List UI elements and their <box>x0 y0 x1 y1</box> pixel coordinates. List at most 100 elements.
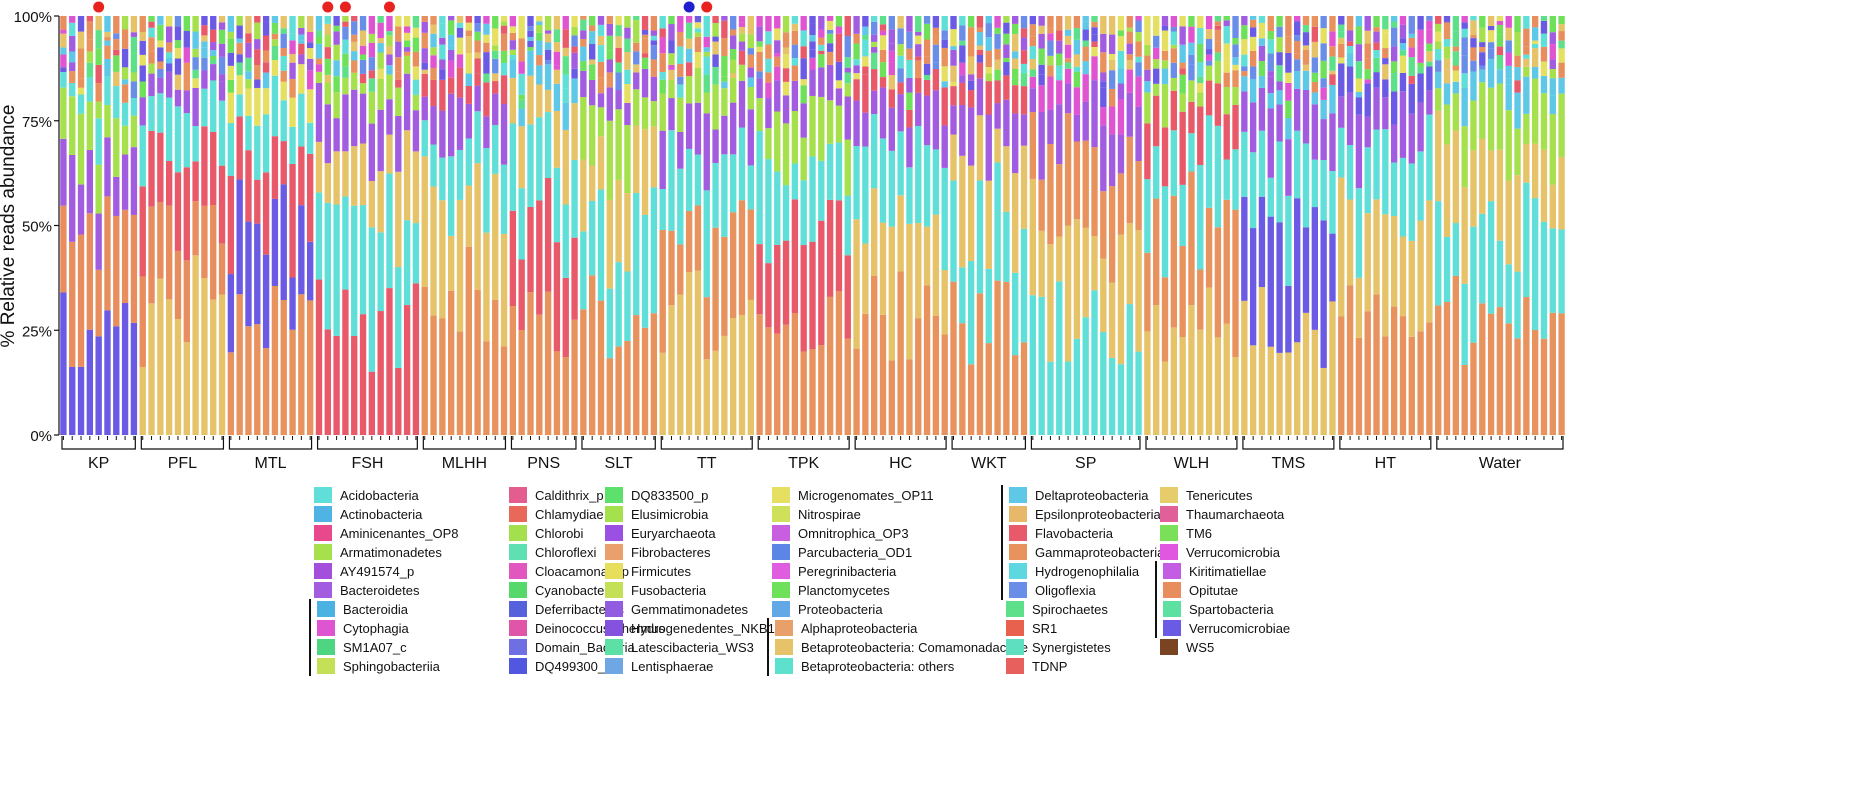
bar-segment-gammaproteobacteria <box>509 306 517 435</box>
legend-swatch <box>509 658 527 674</box>
bar-segment-oligoflexia <box>359 16 367 31</box>
bar-segment-bacteroidetes <box>201 70 208 89</box>
bar-segment-flavobacteria <box>976 49 984 55</box>
bar-segment-verrucomicrobiae <box>104 310 111 435</box>
bar-segment-verrucomicrobiae <box>139 40 146 55</box>
legend-label: Synergistetes <box>1032 640 1111 655</box>
bar-segment-bacteroidetes <box>192 88 199 127</box>
bar-segment-gammaproteobacteria <box>835 291 843 435</box>
legend-item-armatimonadetes: Armatimonadetes <box>314 544 442 560</box>
bar-segment-armatimonadetes <box>1135 32 1142 42</box>
bar-segment-bacteroidetes <box>465 103 472 139</box>
bar-segment-acidobacteria <box>210 80 217 132</box>
bar-segment-cytophagia <box>1064 68 1072 84</box>
bar-segment-planctomycetes <box>1355 26 1363 45</box>
bar-segment-armatimonadetes <box>544 16 552 31</box>
bar-segment-verrucomicrobiae <box>121 303 129 435</box>
bar-segment-flavobacteria <box>351 16 358 22</box>
bar-segment-bacteroidetes <box>439 59 446 70</box>
bar-segment-armatimonadetes <box>245 79 252 89</box>
legend-item-opitutae: Opitutae <box>1163 582 1238 598</box>
bar-segment-gammaproteobacteria <box>1144 252 1151 332</box>
bar-segment-acidobacteria <box>932 149 940 215</box>
bar-segment-acidobacteria <box>254 125 261 180</box>
bar-segment-betaproteobacteria-comamonadaceae <box>685 272 693 435</box>
bar-fsh-12 <box>412 16 420 435</box>
bar-segment-armatimonadetes <box>791 111 799 164</box>
bar-segment-betaproteobacteria-comamonadaceae <box>315 141 323 193</box>
bar-segment-betaproteobacteria-comamonadaceae <box>1382 214 1389 337</box>
bar-segment-cytophagia <box>1188 26 1195 43</box>
bar-segment-betaproteobacteria-comamonadaceae <box>747 299 754 435</box>
legend-label: Nitrospirae <box>798 507 861 522</box>
bar-segment-armatimonadetes <box>412 94 420 111</box>
bar-segment-flavobacteria <box>183 167 190 261</box>
bar-segment-planctomycetes <box>1117 30 1125 37</box>
bar-segment-spirochaetes <box>280 28 287 34</box>
bar-segment-flavobacteria <box>562 277 569 358</box>
bar-segment-betaproteobacteria-comamonadaceae <box>544 89 552 113</box>
bar-segment-verrucomicrobiae <box>1100 81 1107 88</box>
bar-segment-betaproteobacteria-comamonadaceae <box>1329 70 1336 75</box>
bar-segment-armatimonadetes <box>315 71 323 83</box>
legend-item-latescibacteria-ws3: Latescibacteria_WS3 <box>605 639 754 655</box>
bar-segment-verrucomicrobiae <box>923 63 931 75</box>
bar-segment-bacteroidetes <box>1108 134 1116 187</box>
bar-segment-cytophagia <box>888 62 895 76</box>
bar-segment-armatimonadetes <box>1223 87 1230 115</box>
bar-segment-microgenomates-op11 <box>483 34 490 43</box>
bar-segment-microgenomates-op11 <box>1487 30 1495 43</box>
bar-segment-deltaproteobacteria <box>298 34 305 41</box>
bar-water-11 <box>1523 16 1530 435</box>
legend-swatch <box>317 620 335 636</box>
bar-segment-verrucomicrobiae <box>694 16 702 23</box>
bar-segment-oligoflexia <box>1461 55 1468 74</box>
bar-segment-gammaproteobacteria <box>254 65 261 80</box>
legend-swatch <box>1163 601 1181 617</box>
bar-segment-betaproteobacteria-comamonadaceae <box>606 199 613 289</box>
bar-segment-deltaproteobacteria <box>721 81 728 89</box>
bar-segment-gammaproteobacteria <box>668 230 675 306</box>
bar-mtl-7 <box>280 16 287 435</box>
bar-segment-betaproteobacteria-comamonadaceae <box>562 129 569 205</box>
bar-segment-verrucomicrobiae <box>298 205 305 295</box>
bar-segment-bacteroidetes <box>730 102 737 155</box>
bar-segment-gammaproteobacteria <box>844 338 851 435</box>
bar-segment-acidobacteria <box>492 124 499 174</box>
bar-segment-planctomycetes <box>271 22 279 31</box>
bar-segment-verrucomicrobiae <box>1487 25 1495 31</box>
bar-segment-gammaproteobacteria <box>474 289 481 435</box>
bar-segment-gammaproteobacteria <box>536 314 543 435</box>
bar-segment-gammaproteobacteria <box>818 37 825 45</box>
bar-segment-planctomycetes <box>1417 62 1424 67</box>
bar-segment-verrucomicrobiae <box>1382 58 1389 65</box>
bar-segment-armatimonadetes <box>324 34 331 48</box>
legend-item-ws5: WS5 <box>1160 639 1214 655</box>
bar-segment-opitutae <box>139 276 146 367</box>
bar-fsh-1 <box>315 16 323 435</box>
legend-item-epsilonproteobacteria: Epsilonproteobacteria <box>1009 506 1162 522</box>
bar-segment-bacteroidetes <box>1338 96 1345 128</box>
bar-segment-flavobacteria <box>333 335 340 435</box>
bar-segment-gammaproteobacteria <box>1179 62 1186 69</box>
bar-segment-microgenomates-op11 <box>395 16 402 27</box>
bar-segment-acidobacteria <box>1426 114 1433 201</box>
bar-segment-microgenomates-op11 <box>157 40 164 48</box>
bar-segment-flavobacteria <box>791 199 799 314</box>
bar-segment-deltaproteobacteria <box>580 46 587 62</box>
bar-mtl-6 <box>271 16 279 435</box>
bar-segment-acidobacteria <box>1258 16 1266 23</box>
legend-label: Proteobacteria <box>798 602 883 617</box>
bar-tt-3 <box>677 16 684 435</box>
bar-segment-deltaproteobacteria <box>1531 27 1539 41</box>
bar-segment-flavobacteria <box>324 329 331 435</box>
bar-segment-armatimonadetes <box>430 47 437 56</box>
bar-segment-deltaproteobacteria <box>1435 71 1442 89</box>
bar-segment-gammaproteobacteria <box>1479 46 1486 53</box>
bar-segment-acidobacteria <box>1549 228 1556 313</box>
bar-segment-acidobacteria <box>853 146 860 220</box>
bar-ht-2 <box>1346 16 1354 435</box>
bar-segment-oligoflexia <box>1170 27 1177 32</box>
bar-segment-acidobacteria <box>1435 49 1442 61</box>
bar-segment-verrucomicrobiae <box>69 366 76 435</box>
